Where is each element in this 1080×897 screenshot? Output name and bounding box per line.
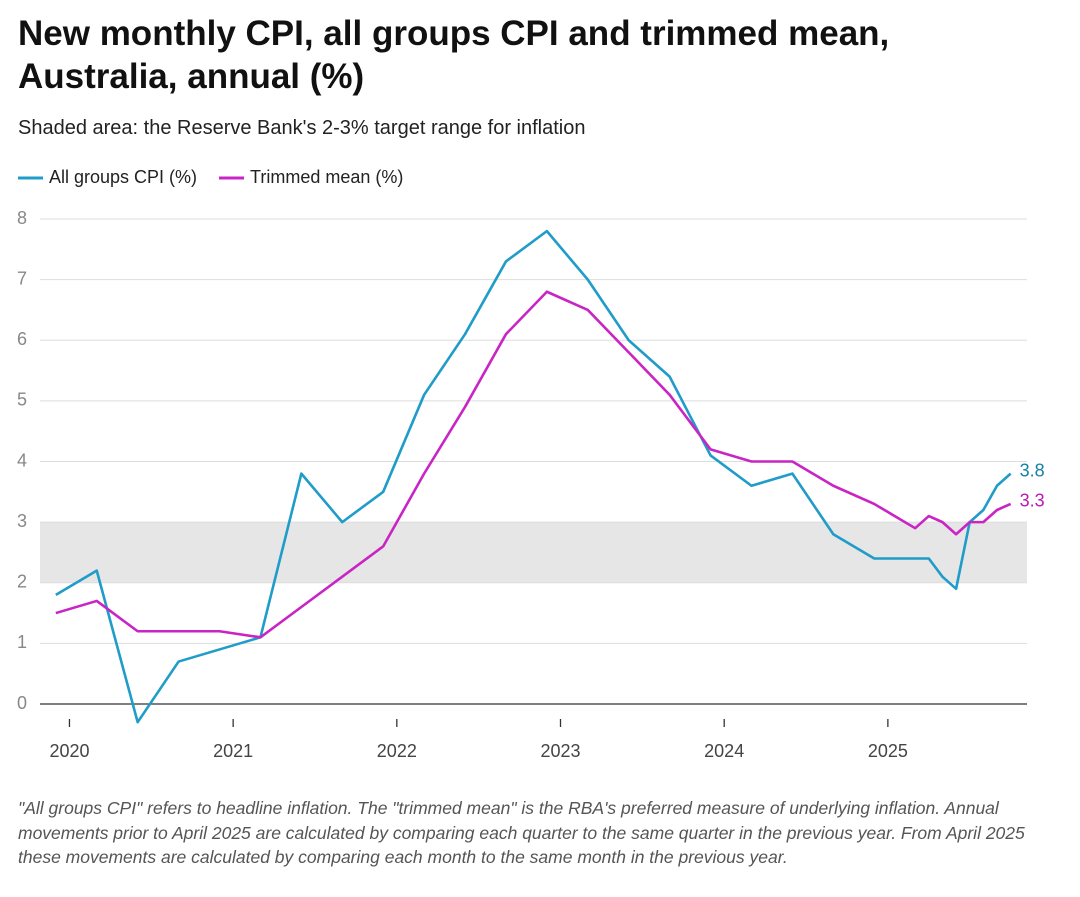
chart-subtitle: Shaded area: the Reserve Bank's 2-3% tar…	[18, 117, 586, 139]
y-tick-label: 1	[17, 632, 27, 652]
y-tick-label: 5	[17, 390, 27, 410]
series-line	[55, 229, 1012, 724]
legend-label: Trimmed mean (%)	[250, 167, 403, 187]
chart: 0 1 2 3 4 5 6 7 8 2020 2021 2022 2023 2024 2025 All gro…	[17, 167, 1045, 761]
y-tick-label: 6	[17, 329, 27, 349]
legend-label: All groups CPI (%)	[49, 167, 197, 187]
series-line	[55, 290, 1012, 639]
x-tick-label: 2023	[540, 741, 580, 761]
x-tick-label: 2024	[704, 741, 744, 761]
x-tick-label: 2022	[377, 741, 417, 761]
chart-title: New monthly CPI, all groups CPI and trim…	[18, 14, 890, 96]
end-value-label: 3.3	[1020, 491, 1045, 511]
footnote: "All groups CPI" refers to headline infl…	[18, 798, 1025, 867]
y-tick-label: 4	[17, 450, 27, 470]
y-tick-label: 7	[17, 268, 27, 288]
y-tick-label: 2	[17, 572, 27, 592]
target-range	[40, 522, 1027, 583]
x-tick-label: 2020	[49, 741, 89, 761]
x-tick-label: 2021	[213, 741, 253, 761]
x-tick-label: 2025	[868, 741, 908, 761]
end-value-label: 3.8	[1020, 460, 1045, 480]
y-tick-label: 0	[17, 693, 27, 713]
y-tick-label: 8	[17, 208, 27, 228]
y-tick-label: 3	[17, 511, 27, 531]
